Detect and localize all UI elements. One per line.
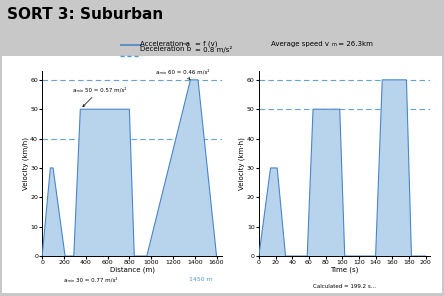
Text: aₘᵢₙ 50 = 0.57 m/s²: aₘᵢₙ 50 = 0.57 m/s² [73,87,126,107]
Text: = 0.8 m/s²: = 0.8 m/s² [195,46,233,53]
X-axis label: Distance (m): Distance (m) [110,267,155,273]
Text: Calculated = 199.2 s...: Calculated = 199.2 s... [313,284,376,289]
Text: = 26.3km: = 26.3km [336,41,373,47]
X-axis label: Time (s): Time (s) [330,267,358,273]
Text: Acceleration a: Acceleration a [140,41,190,47]
Text: 1450 m: 1450 m [189,276,213,281]
Y-axis label: Velocity (km·h): Velocity (km·h) [239,137,246,190]
Y-axis label: Velocity (km/h): Velocity (km/h) [22,137,29,190]
Text: aₘᵢₙ 60 = 0.46 m/s²: aₘᵢₙ 60 = 0.46 m/s² [155,70,209,80]
Text: aₘᵢₙ 30 = 0.77 m/s²: aₘᵢₙ 30 = 0.77 m/s² [64,276,118,282]
Text: Deceleration b: Deceleration b [140,46,191,52]
Text: = f (v): = f (v) [195,41,218,47]
Polygon shape [259,80,426,256]
Text: min: min [181,42,189,46]
Text: m: m [332,42,337,47]
Text: SORT 3: Suburban: SORT 3: Suburban [7,7,163,22]
Text: Average speed v: Average speed v [271,41,329,47]
Polygon shape [42,80,217,256]
